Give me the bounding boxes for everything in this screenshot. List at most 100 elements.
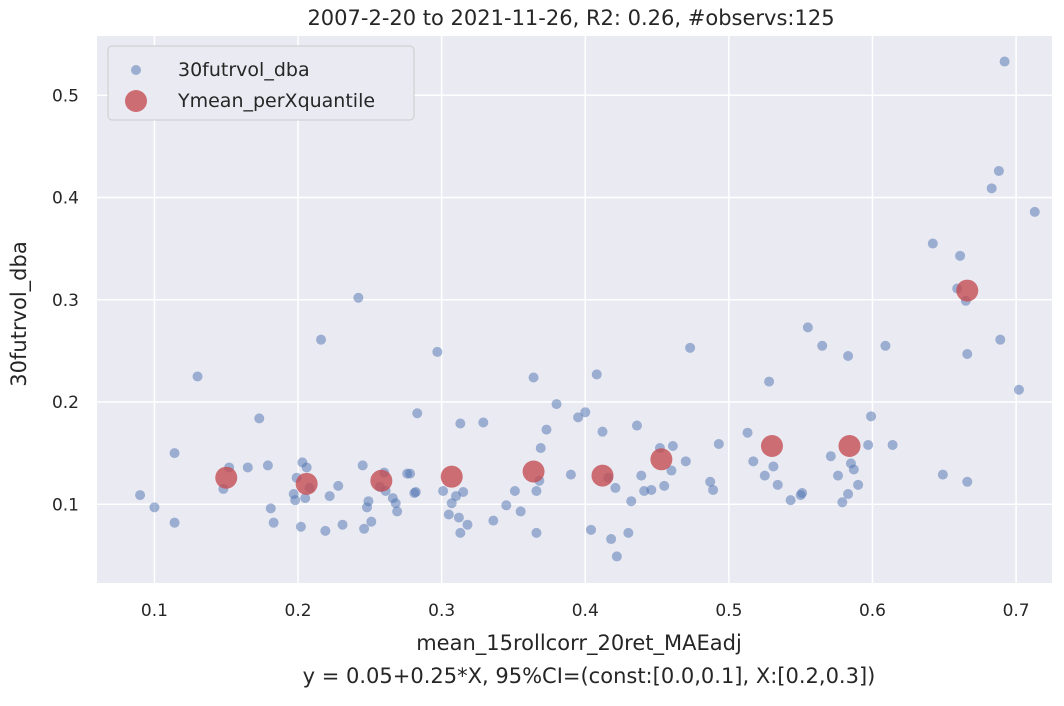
scatter-point <box>242 462 253 473</box>
chart-title: 2007-2-20 to 2021-11-26, R2: 0.26, #obse… <box>307 6 834 30</box>
scatter-point <box>455 418 466 429</box>
x-tick-label: 0.2 <box>285 601 312 621</box>
scatter-point <box>705 476 716 487</box>
quantile-mean-point <box>295 472 318 495</box>
quantile-mean-point <box>956 279 979 302</box>
scatter-point <box>359 523 370 534</box>
x-tick-label: 0.7 <box>1003 601 1030 621</box>
scatter-point <box>290 495 301 506</box>
scatter-point <box>817 340 828 351</box>
scatter-point <box>610 482 621 493</box>
scatter-point <box>833 470 844 481</box>
legend-box <box>107 45 415 121</box>
scatter-point <box>837 497 848 508</box>
y-tick-label: 0.4 <box>52 189 79 209</box>
scatter-point <box>357 460 368 471</box>
scatter-point <box>999 56 1010 67</box>
scatter-point <box>611 551 622 562</box>
scatter-point <box>591 369 602 380</box>
scatter-point <box>626 496 637 507</box>
scatter-point <box>337 519 348 530</box>
scatter-point <box>531 485 542 496</box>
scatter-point <box>366 516 377 527</box>
scatter-point <box>866 411 877 422</box>
scatter-point <box>962 348 973 359</box>
scatter-point <box>631 420 642 431</box>
x-tick-label: 0.3 <box>428 601 455 621</box>
scatter-point <box>742 427 753 438</box>
x-tick-label: 0.5 <box>715 601 742 621</box>
y-tick-label: 0.5 <box>52 86 79 106</box>
scatter-point <box>531 527 542 538</box>
x-tick-label: 0.6 <box>859 601 886 621</box>
scatter-point <box>488 515 499 526</box>
scatter-point <box>535 443 546 454</box>
scatter-point <box>405 468 416 479</box>
scatter-point <box>333 480 344 491</box>
scatter-point <box>135 490 146 501</box>
scatter-point <box>772 479 783 490</box>
y-axis-label: 30futrvol_dba <box>7 241 32 386</box>
quantile-mean-point <box>522 460 545 483</box>
scatter-point <box>666 465 677 476</box>
scatter-point <box>848 464 859 475</box>
scatter-point <box>432 346 443 357</box>
scatter-point <box>986 183 997 194</box>
scatter-point <box>680 456 691 467</box>
scatter-point <box>843 489 854 500</box>
scatter-point <box>797 488 808 499</box>
scatter-point <box>392 506 403 517</box>
legend-marker-quantile-mean <box>125 90 147 112</box>
scatter-point <box>565 469 576 480</box>
scatter-point <box>295 521 306 532</box>
legend-label-scatter: 30futrvol_dba <box>178 59 310 81</box>
scatter-point <box>390 498 401 509</box>
x-axis-label-regression: y = 0.05+0.25*X, 95%CI=(const:[0.0,0.1],… <box>303 664 876 688</box>
scatter-point <box>1029 206 1040 217</box>
scatter-point <box>580 407 591 418</box>
scatter-point <box>802 322 813 333</box>
scatter-point <box>455 527 466 538</box>
scatter-point <box>324 491 335 502</box>
scatter-point <box>169 448 180 459</box>
scatter-point <box>768 461 779 472</box>
x-tick-labels: 0.1 0.2 0.3 0.4 0.5 0.6 0.7 <box>141 601 1030 621</box>
scatter-point <box>667 440 678 451</box>
scatter-point <box>1013 384 1024 395</box>
scatter-point <box>993 165 1004 176</box>
scatter-point <box>443 509 454 520</box>
quantile-mean-point <box>370 469 393 492</box>
scatter-point <box>748 456 759 467</box>
scatter-point <box>149 502 160 513</box>
scatter-point <box>708 484 719 495</box>
x-axis-label: mean_15rollcorr_20ret_MAEadj <box>416 631 742 656</box>
scatter-point <box>462 519 473 530</box>
scatter-point <box>573 412 584 423</box>
scatter-point <box>438 485 449 496</box>
scatter-point <box>962 476 973 487</box>
scatter-point <box>268 517 279 528</box>
scatter-point <box>254 413 265 424</box>
legend-marker-scatter <box>131 65 141 75</box>
scatter-point <box>713 438 724 449</box>
grid-lines <box>97 36 1052 583</box>
scatter-point <box>937 469 948 480</box>
scatter-point <box>887 439 898 450</box>
scatter-point <box>363 496 374 507</box>
scatter-point <box>320 525 331 536</box>
scatter-point <box>606 534 617 545</box>
legend: 30futrvol_dba Ymean_perXquantile <box>107 45 415 121</box>
scatter-point <box>412 408 423 419</box>
scatter-point <box>880 340 891 351</box>
y-tick-label: 0.2 <box>52 393 79 413</box>
y-tick-label: 0.1 <box>52 495 79 515</box>
quantile-mean-point <box>838 434 861 457</box>
scatter-point <box>927 238 938 249</box>
scatter-point <box>316 334 327 345</box>
scatter-point <box>597 426 608 437</box>
quantile-mean-point <box>760 434 783 457</box>
scatter-point <box>843 351 854 362</box>
scatter-point <box>685 342 696 353</box>
scatter-point <box>955 250 966 261</box>
